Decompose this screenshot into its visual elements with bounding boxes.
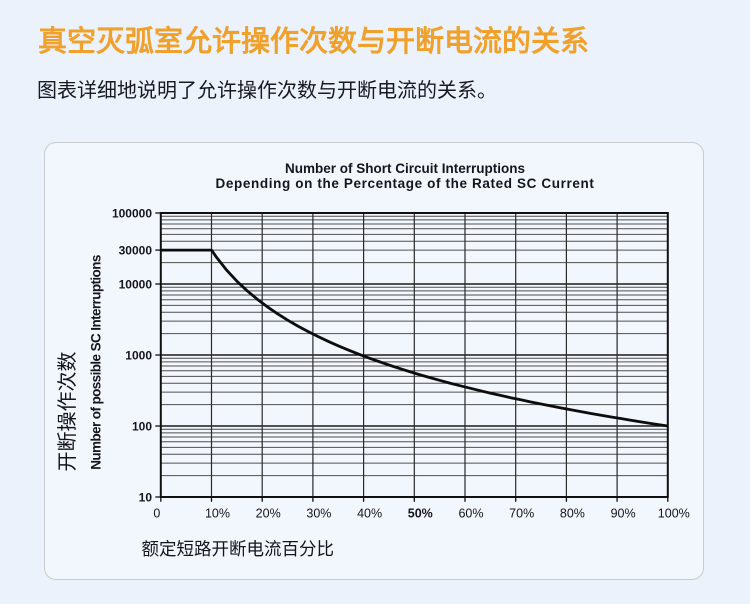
svg-text:1000: 1000 <box>125 349 152 363</box>
svg-text:60%: 60% <box>458 507 483 521</box>
svg-text:20%: 20% <box>256 507 281 521</box>
svg-text:100000: 100000 <box>112 207 152 221</box>
svg-text:100: 100 <box>132 420 152 434</box>
svg-text:Number of Short Circuit Interr: Number of Short Circuit Interruptions <box>285 161 525 176</box>
svg-text:10%: 10% <box>205 507 230 521</box>
svg-text:开断操作次数: 开断操作次数 <box>56 352 79 472</box>
svg-text:10000: 10000 <box>119 278 153 292</box>
svg-text:70%: 70% <box>509 507 534 521</box>
svg-text:10: 10 <box>139 491 153 505</box>
svg-text:0: 0 <box>153 507 160 521</box>
svg-text:50%: 50% <box>408 507 433 521</box>
svg-text:100%: 100% <box>658 507 690 521</box>
svg-text:Depending on the Percentage of: Depending on the Percentage of the Rated… <box>216 176 595 191</box>
svg-text:90%: 90% <box>611 507 636 521</box>
svg-text:40%: 40% <box>357 507 382 521</box>
svg-text:30000: 30000 <box>119 244 153 258</box>
svg-text:30%: 30% <box>306 507 331 521</box>
svg-text:80%: 80% <box>560 507 585 521</box>
svg-text:额定短路开断电流百分比: 额定短路开断电流百分比 <box>142 539 335 559</box>
svg-text:Number of possible SC Interrup: Number of possible SC Interruptions <box>89 255 104 470</box>
